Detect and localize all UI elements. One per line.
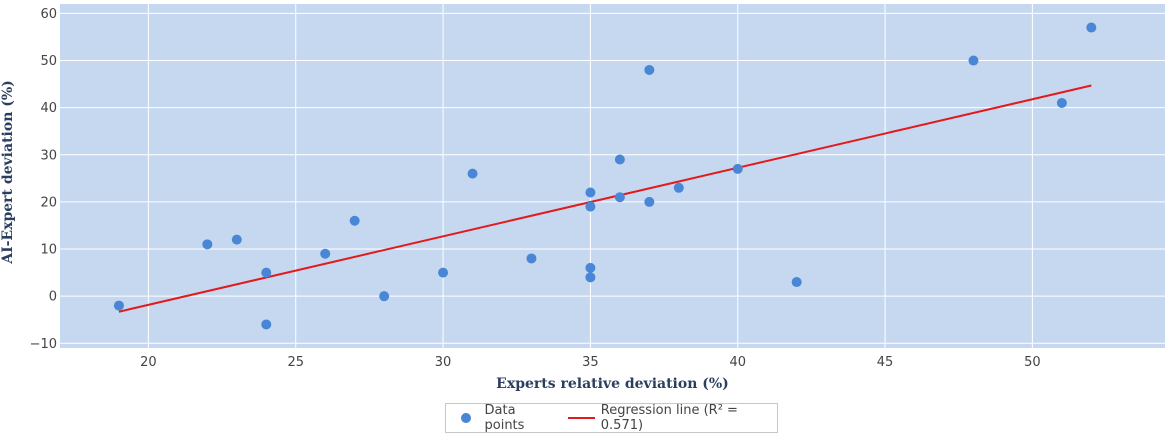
data-point[interactable] (614, 192, 625, 203)
y-tick-label: 0 (49, 290, 57, 305)
data-point[interactable] (320, 248, 331, 259)
x-axis-ticks: 20 25 30 35 40 45 50 (140, 355, 1041, 370)
data-point[interactable] (438, 267, 449, 278)
x-axis-title: Experts relative deviation (%) (496, 376, 729, 392)
data-point[interactable] (585, 262, 596, 273)
legend-marker-regression-line (567, 417, 595, 419)
data-point[interactable] (349, 215, 360, 226)
data-point[interactable] (261, 319, 272, 330)
data-point[interactable] (261, 267, 272, 278)
data-point[interactable] (467, 168, 478, 179)
x-tick-label: 25 (287, 355, 304, 370)
data-point[interactable] (231, 234, 242, 245)
data-point[interactable] (1056, 97, 1067, 108)
data-point[interactable] (379, 291, 390, 302)
x-tick-label: 45 (877, 355, 894, 370)
y-tick-label: 10 (40, 243, 57, 258)
data-point[interactable] (644, 196, 655, 207)
y-axis-title: AI-Expert deviation (%) (0, 80, 16, 265)
y-tick-label: 60 (40, 7, 57, 22)
data-point[interactable] (968, 55, 979, 66)
data-point[interactable] (1086, 22, 1097, 33)
plot-area (60, 4, 1165, 348)
data-point[interactable] (791, 277, 802, 288)
data-point[interactable] (614, 154, 625, 165)
y-axis-ticks: −10 0 10 20 30 40 50 60 (30, 7, 57, 352)
legend: Data points Regression line (R² = 0.571) (445, 403, 778, 433)
legend-label-data-points: Data points (484, 403, 525, 433)
legend-marker-data-points (461, 413, 471, 423)
data-point[interactable] (732, 163, 743, 174)
x-tick-label: 30 (435, 355, 452, 370)
data-point[interactable] (585, 201, 596, 212)
regression-line (118, 84, 1092, 313)
x-tick-label: 50 (1024, 355, 1041, 370)
data-point[interactable] (202, 239, 213, 250)
data-point[interactable] (644, 64, 655, 75)
data-marks (113, 22, 1097, 330)
y-tick-label: 40 (40, 101, 57, 116)
data-point[interactable] (113, 300, 124, 311)
legend-label-regression-line: Regression line (R² = 0.571) (600, 403, 738, 433)
grid-lines (60, 4, 1165, 348)
y-tick-label: 50 (40, 54, 57, 69)
x-tick-label: 35 (582, 355, 599, 370)
x-tick-label: 40 (729, 355, 746, 370)
x-tick-label: 20 (140, 355, 157, 370)
legend-item-regression-line[interactable]: Regression line (R² = 0.571) (556, 403, 777, 433)
data-point[interactable] (526, 253, 537, 264)
y-tick-label: −10 (30, 337, 57, 352)
data-point[interactable] (673, 182, 684, 193)
legend-item-data-points[interactable]: Data points (446, 403, 556, 433)
data-point[interactable] (585, 272, 596, 283)
y-tick-label: 20 (40, 195, 57, 210)
data-point[interactable] (585, 187, 596, 198)
y-tick-label: 30 (40, 148, 57, 163)
